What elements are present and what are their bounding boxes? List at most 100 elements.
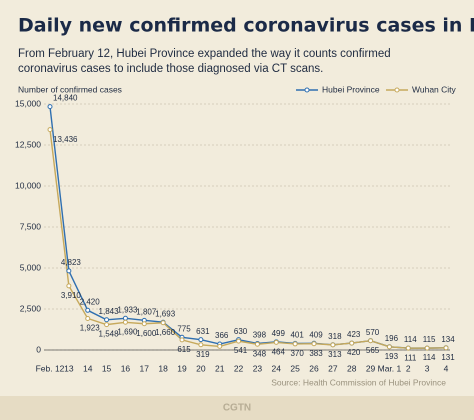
x-tick-label: 16	[121, 363, 131, 373]
data-label: 499	[272, 329, 286, 338]
data-label: 541	[234, 346, 248, 355]
data-label: 615	[177, 345, 191, 354]
data-label: 630	[234, 327, 248, 336]
data-point	[66, 268, 72, 274]
data-label: 1,690	[117, 327, 138, 336]
y-tick-label: 5,000	[20, 262, 42, 272]
x-tick-label: 19	[177, 363, 187, 373]
data-label: 1,807	[136, 307, 157, 316]
data-point	[236, 338, 242, 344]
data-label: 318	[328, 332, 342, 341]
x-tick-label: 29	[366, 363, 376, 373]
data-label: 2,420	[80, 297, 101, 306]
data-point	[424, 345, 430, 351]
data-label: 193	[385, 352, 399, 361]
x-tick-label: Feb. 12	[36, 363, 65, 373]
x-tick-label: 21	[215, 363, 225, 373]
x-tick-label: 18	[158, 363, 168, 373]
data-point	[85, 307, 91, 313]
data-label: 348	[253, 349, 267, 358]
y-tick-label: 12,500	[15, 139, 41, 149]
data-point	[443, 345, 449, 351]
data-point	[104, 322, 110, 328]
x-tick-label: 27	[328, 363, 338, 373]
x-tick-label: 20	[196, 363, 206, 373]
data-point	[292, 341, 298, 347]
data-point	[122, 315, 128, 321]
data-point	[217, 343, 223, 349]
data-point	[160, 320, 166, 326]
data-point	[330, 342, 336, 348]
data-label: 115	[423, 335, 436, 344]
x-tick-label: 17	[140, 363, 150, 373]
data-label: 131	[441, 353, 455, 362]
data-point	[368, 338, 374, 344]
legend-label: Hubei Province	[322, 84, 380, 94]
data-label: 319	[196, 350, 210, 359]
data-label: 366	[215, 331, 229, 340]
data-label: 1,693	[155, 309, 176, 318]
data-label: 401	[290, 331, 304, 340]
data-label: 370	[290, 349, 304, 358]
y-tick-label: 15,000	[15, 98, 41, 108]
data-label: 423	[347, 330, 361, 339]
data-point	[349, 340, 355, 346]
legend-marker	[304, 87, 310, 93]
data-point	[198, 342, 204, 348]
legend-label: Wuhan City	[412, 84, 457, 94]
y-tick-label: 7,500	[20, 221, 42, 231]
y-tick-label: 2,500	[20, 303, 42, 313]
data-label: 1,548	[99, 330, 120, 339]
data-label: 1,923	[80, 324, 101, 333]
x-tick-label: 28	[347, 363, 357, 373]
data-label: 111	[404, 353, 417, 362]
data-label: 409	[309, 330, 323, 339]
x-tick-label: 22	[234, 363, 244, 373]
data-label: 1,600	[136, 329, 157, 338]
x-tick-label: 25	[290, 363, 300, 373]
x-tick-label: Mar. 1	[378, 363, 402, 373]
data-label: 3,910	[61, 291, 82, 300]
chart-title: Daily new confirmed coronavirus cases in…	[18, 15, 474, 37]
data-point	[254, 341, 260, 347]
data-label: 464	[272, 347, 286, 356]
series-line	[49, 129, 447, 349]
data-point	[141, 321, 147, 327]
data-point	[85, 315, 91, 321]
x-tick-label: 3	[425, 363, 430, 373]
data-point	[386, 344, 392, 350]
data-label: 1,843	[99, 307, 120, 316]
data-label: 4,823	[61, 258, 82, 267]
data-point	[122, 319, 128, 325]
data-label: 631	[196, 327, 210, 336]
data-point	[66, 283, 72, 289]
data-label: 196	[385, 334, 399, 343]
y-axis-label: Number of confirmed cases	[18, 84, 122, 94]
data-point	[273, 339, 279, 345]
data-label: 398	[253, 331, 267, 340]
data-label: 570	[366, 328, 380, 337]
x-tick-label: 24	[272, 363, 282, 373]
y-tick-label: 10,000	[15, 180, 41, 190]
x-tick-label: 13	[64, 363, 74, 373]
data-point	[47, 104, 53, 110]
data-point	[104, 317, 110, 323]
data-point	[405, 345, 411, 351]
data-label: 420	[347, 348, 361, 357]
footer-logo: CGTN	[223, 403, 251, 414]
data-label: 383	[309, 349, 323, 358]
data-label: 134	[441, 335, 455, 344]
x-tick-label: 4	[444, 363, 449, 373]
x-tick-label: 23	[253, 363, 263, 373]
data-point	[198, 337, 204, 343]
data-label: 13,436	[53, 135, 78, 144]
footer-band	[0, 396, 474, 420]
data-point	[179, 337, 185, 343]
data-label: 1,660	[155, 328, 176, 337]
data-label: 313	[328, 350, 342, 359]
data-point	[47, 127, 53, 133]
x-tick-label: 14	[83, 363, 93, 373]
x-tick-label: 15	[102, 363, 112, 373]
source: Source: Health Commission of Hubei Provi…	[271, 377, 446, 387]
